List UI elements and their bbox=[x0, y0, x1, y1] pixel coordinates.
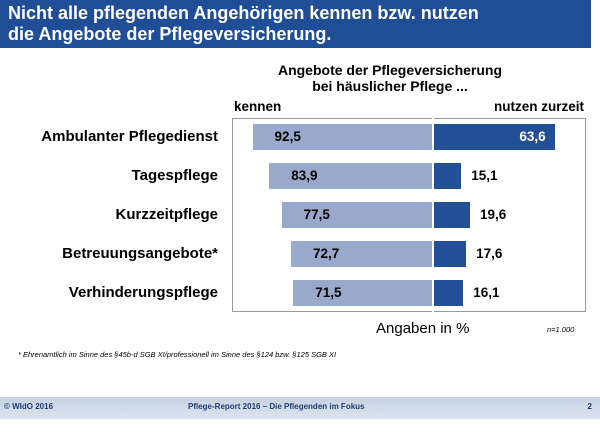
chart-title-line-2: bei häuslicher Pflege ... bbox=[312, 78, 468, 94]
bar-nutzen-tagespflege bbox=[432, 163, 462, 189]
header-corner bbox=[591, 0, 600, 48]
bar-kennen-betreuungsangebote bbox=[290, 241, 432, 267]
category-label-kurzzeitpflege: Kurzzeitpflege bbox=[115, 206, 218, 223]
value-kennen-betreuungsangebote: 72,7 bbox=[312, 246, 340, 261]
chart-center-divider bbox=[432, 118, 434, 312]
footer-title: Pflege-Report 2016 – Die Pflegenden im F… bbox=[188, 402, 365, 411]
series-label-nutzen: nutzen zurzeit bbox=[494, 99, 584, 114]
category-label-betreuungsangebote: Betreuungsangebote* bbox=[62, 245, 218, 262]
value-nutzen-verhinderungspflege: 16,1 bbox=[473, 285, 500, 300]
value-kennen-ambulanter-pflegedienst: 92,5 bbox=[274, 129, 301, 144]
value-nutzen-betreuungsangebote: 17,6 bbox=[476, 246, 503, 261]
footnote: * Ehrenamtlich im Sinne des §45b-d SGB X… bbox=[18, 350, 337, 359]
bar-nutzen-ambulanter-pflegedienst bbox=[432, 124, 556, 150]
bar-kennen-kurzzeitpflege bbox=[281, 202, 432, 228]
slide-title-line-1: Nicht alle pflegenden Angehörigen kennen… bbox=[8, 3, 479, 23]
bar-nutzen-kurzzeitpflege bbox=[432, 202, 471, 228]
footer-page-number: 2 bbox=[587, 402, 592, 411]
bar-nutzen-betreuungsangebote bbox=[432, 241, 467, 267]
bar-nutzen-verhinderungspflege bbox=[432, 280, 464, 306]
category-label-ambulanter-pflegedienst: Ambulanter Pflegedienst bbox=[41, 128, 218, 145]
sample-size-label: n=1.000 bbox=[547, 325, 575, 334]
category-label-tagespflege: Tagespflege bbox=[131, 167, 218, 184]
footer-copyright: © WIdO 2016 bbox=[4, 402, 54, 411]
value-nutzen-kurzzeitpflege: 19,6 bbox=[480, 207, 507, 222]
bar-kennen-verhinderungspflege bbox=[293, 280, 432, 306]
category-label-verhinderungspflege: Verhinderungspflege bbox=[68, 284, 218, 301]
bar-kennen-ambulanter-pflegedienst bbox=[252, 124, 432, 150]
chart-title-line-1: Angebote der Pflegeversicherung bbox=[277, 62, 503, 78]
value-kennen-verhinderungspflege: 71,5 bbox=[315, 285, 342, 300]
chart-frame bbox=[232, 118, 586, 312]
footer-bar: © WIdO 2016 Pflege-Report 2016 – Die Pfl… bbox=[0, 397, 600, 419]
series-label-kennen: kennen bbox=[234, 99, 282, 114]
slide-header: Nicht alle pflegenden Angehörigen kennen… bbox=[0, 0, 600, 48]
value-nutzen-tagespflege: 15,1 bbox=[471, 168, 498, 183]
unit-label: Angaben in % bbox=[376, 320, 470, 337]
value-kennen-tagespflege: 83,9 bbox=[291, 168, 318, 183]
slide-title-line-2: die Angebote der Pflegeversicherung. bbox=[8, 24, 332, 44]
value-kennen-kurzzeitpflege: 77,5 bbox=[303, 207, 330, 222]
value-nutzen-ambulanter-pflegedienst: 63,6 bbox=[519, 129, 546, 144]
bar-kennen-tagespflege bbox=[269, 163, 432, 189]
chart-title: Angebote der Pflegeversicherung bei häus… bbox=[240, 62, 540, 94]
